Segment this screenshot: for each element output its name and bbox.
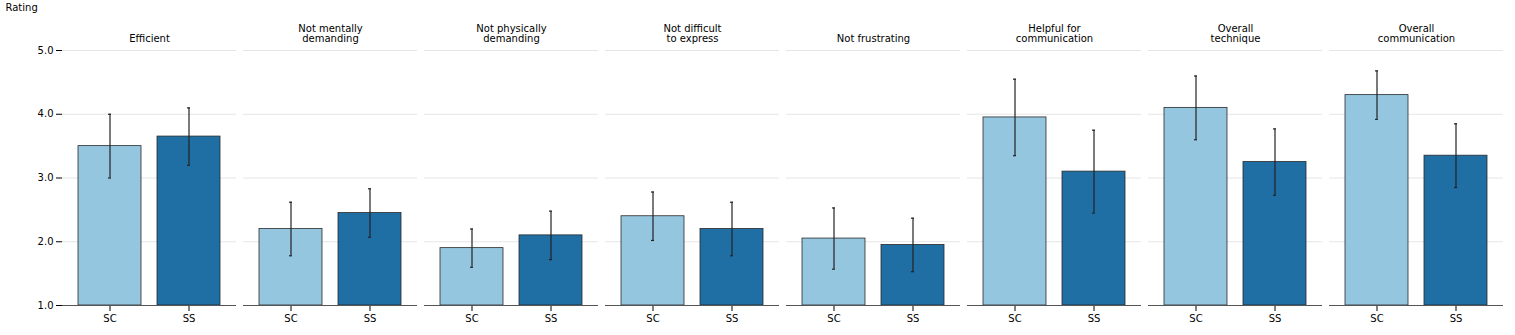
svg-text:Not mentallydemanding: Not mentallydemanding (298, 23, 363, 44)
svg-text:5.0: 5.0 (38, 45, 54, 56)
svg-text:Overallcommunication: Overallcommunication (1378, 23, 1455, 44)
svg-text:SS: SS (1450, 313, 1463, 324)
svg-text:Rating: Rating (6, 2, 38, 13)
svg-text:SS: SS (545, 313, 558, 324)
svg-text:Not physicallydemanding: Not physicallydemanding (476, 23, 546, 44)
svg-text:Efficient: Efficient (129, 33, 170, 44)
svg-text:4.0: 4.0 (38, 108, 54, 119)
svg-text:SS: SS (1088, 313, 1101, 324)
svg-text:SC: SC (103, 313, 116, 324)
svg-text:Not difficultto express: Not difficultto express (663, 23, 721, 44)
svg-text:SC: SC (646, 313, 659, 324)
svg-text:SS: SS (364, 313, 377, 324)
svg-text:SC: SC (465, 313, 478, 324)
svg-text:Overalltechnique: Overalltechnique (1211, 23, 1261, 44)
svg-text:Helpful forcommunication: Helpful forcommunication (1016, 23, 1093, 44)
svg-text:SC: SC (1370, 313, 1383, 324)
svg-text:SS: SS (726, 313, 739, 324)
svg-text:SC: SC (284, 313, 297, 324)
svg-text:3.0: 3.0 (38, 172, 54, 183)
svg-text:SC: SC (827, 313, 840, 324)
svg-text:SC: SC (1189, 313, 1202, 324)
svg-text:SS: SS (183, 313, 196, 324)
svg-text:SS: SS (1269, 313, 1282, 324)
svg-text:SS: SS (907, 313, 920, 324)
svg-text:Not frustrating: Not frustrating (837, 33, 910, 44)
svg-text:SC: SC (1008, 313, 1021, 324)
svg-text:1.0: 1.0 (38, 300, 54, 311)
svg-text:2.0: 2.0 (38, 236, 54, 247)
